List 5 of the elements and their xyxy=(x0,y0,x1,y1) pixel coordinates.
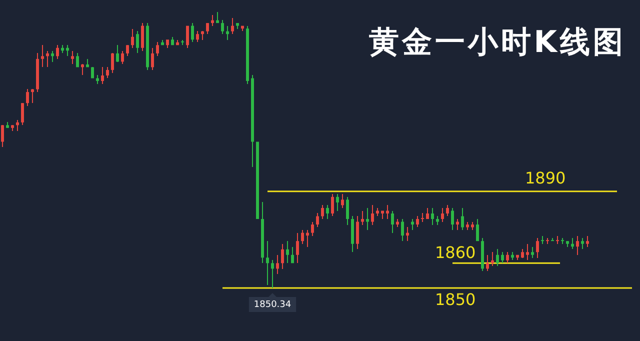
annotation: 1850.34 xyxy=(254,300,292,310)
annotation: 1850 xyxy=(435,290,476,309)
annotation: 1890 xyxy=(525,168,566,188)
annotation: 1860 xyxy=(435,243,476,262)
text: 黄金一小时K线图 xyxy=(368,24,626,62)
